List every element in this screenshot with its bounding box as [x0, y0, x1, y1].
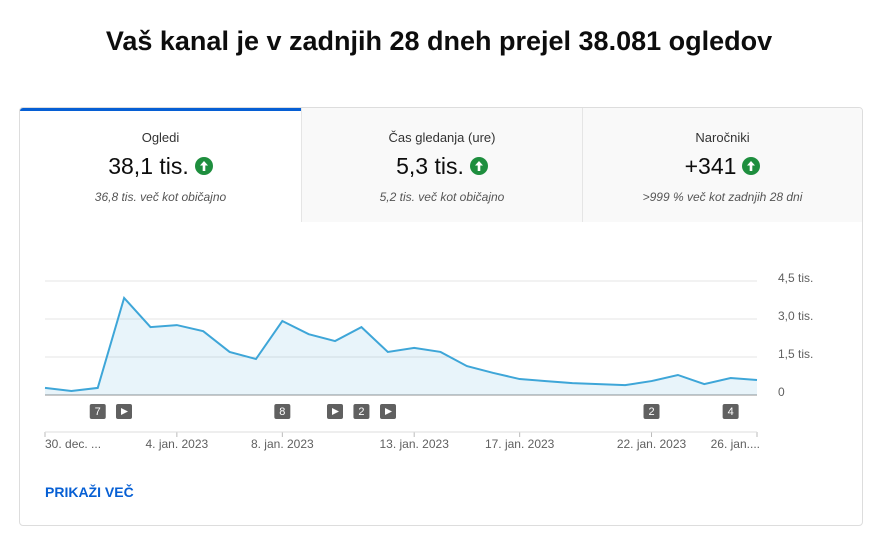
area — [45, 297, 757, 395]
tab-label: Naročniki — [695, 130, 750, 145]
annotation[interactable]: 7 — [89, 404, 106, 419]
y-tick-label: 3,0 tis. — [778, 309, 813, 323]
x-tick-label: 13. jan. 2023 — [379, 437, 449, 451]
annotation-label: 8 — [279, 406, 285, 418]
plot: 0 1,5 tis. 3,0 tis. 4,5 tis. 30. dec. ... 4. … — [44, 271, 813, 451]
tab[interactable]: Naročniki +341 >999 % več kot zadnjih 28… — [582, 108, 862, 222]
line — [44, 295, 758, 392]
tab-note: 5,2 tis. več kot običajno — [379, 190, 505, 204]
tab-value-text: 5,3 tis. — [396, 153, 464, 179]
page-title: Vaš kanal je v zadnjih 28 dneh prejel 38… — [105, 26, 773, 56]
tab[interactable]: Čas gledanja (ure) 5,3 tis. 5,2 tis. več… — [301, 108, 582, 222]
up-icon — [469, 157, 488, 175]
analytics-card: Ogledi 38,1 tis. 36,8 tis. več kot običa… — [19, 107, 863, 526]
annotation[interactable]: 2 — [353, 404, 370, 419]
x-tick-label: 26. jan.... — [711, 437, 760, 451]
tab-value: 38,1 tis. — [20, 153, 301, 180]
tab-value: 5,3 tis. — [302, 153, 582, 180]
tab-note: >999 % več kot zadnjih 28 dni — [642, 190, 803, 204]
y-tick-label: 1,5 tis. — [778, 347, 813, 361]
up-icon — [194, 157, 213, 175]
annotation-box — [89, 404, 106, 419]
annotation-label: 4 — [728, 406, 734, 418]
annotation-box — [274, 404, 291, 419]
annotation[interactable]: 2 — [643, 404, 660, 419]
x-tick-label: 30. dec. ... — [45, 437, 101, 451]
play-icons — [116, 404, 396, 419]
annotation-label: 7 — [95, 406, 101, 418]
x-tick-label: 4. jan. 2023 — [145, 437, 208, 451]
tab-label: Čas gledanja (ure) — [388, 130, 496, 145]
tab-value-text: 38,1 tis. — [108, 153, 189, 179]
annotation[interactable]: 4 — [722, 404, 739, 419]
annotation-box — [353, 404, 370, 419]
tab-value-text: +341 — [684, 153, 737, 179]
tab-value: +341 — [583, 153, 862, 180]
x-tick-label: 22. jan. 2023 — [617, 437, 687, 451]
y-tick-label: 0 — [778, 385, 785, 399]
x-tick-label: 8. jan. 2023 — [251, 437, 314, 451]
annotation-box — [643, 404, 660, 419]
tab[interactable]: Ogledi 38,1 tis. 36,8 tis. več kot običa… — [20, 108, 301, 222]
annotation-box — [722, 404, 739, 419]
tab-label: Ogledi — [141, 130, 180, 145]
annotation-label: 2 — [358, 406, 364, 418]
annotation-label: 2 — [648, 406, 654, 418]
y-tick-label: 4,5 tis. — [778, 271, 813, 285]
tab-note: 36,8 tis. več kot običajno — [94, 190, 227, 204]
up-icon — [742, 157, 761, 175]
x-tick-label: 17. jan. 2023 — [485, 437, 555, 451]
show-more-link[interactable]: PRIKAŽI VEČ — [45, 484, 134, 500]
annotation[interactable]: 8 — [274, 404, 291, 419]
